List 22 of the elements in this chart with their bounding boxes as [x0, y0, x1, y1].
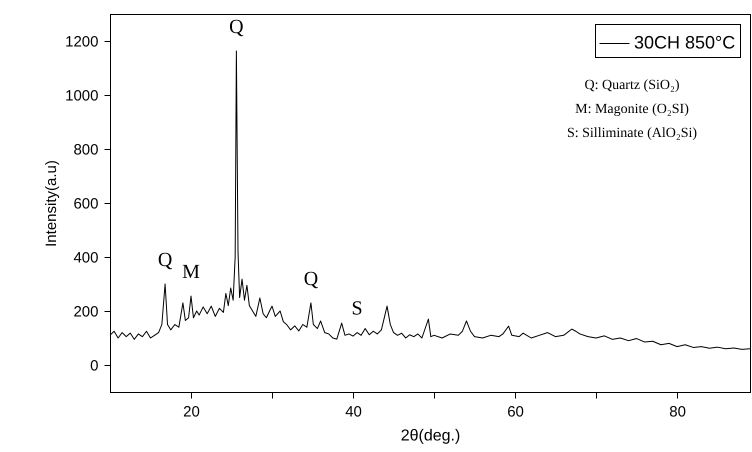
legend-label: 30CH 850°C — [634, 32, 736, 52]
annotation: Q: Quartz (SiO₂) — [584, 78, 680, 93]
annotation: M: Magonite (O₂SI) — [575, 102, 690, 117]
annotation: S — [352, 298, 363, 320]
x-axis-title: 2θ(deg.) — [400, 428, 460, 444]
y-axis-title: Intensity(a.u) — [43, 160, 60, 247]
annotation: Q — [229, 16, 244, 38]
y-tick-label: 1000 — [65, 88, 98, 104]
annotation: S: Silliminate (AlO₂Si) — [566, 126, 698, 141]
y-tick-label: 0 — [90, 358, 98, 374]
annotation: Q — [158, 249, 173, 271]
y-tick-label: 1200 — [65, 34, 98, 50]
annotation: M — [182, 261, 200, 284]
y-tick-label: 400 — [73, 250, 98, 266]
y-tick-label: 800 — [73, 142, 98, 158]
y-tick-label: 600 — [73, 196, 98, 212]
y-tick-label: 200 — [73, 304, 98, 320]
annotation: Q — [304, 268, 319, 290]
x-tick-label: 80 — [669, 404, 686, 420]
x-tick-label: 40 — [345, 404, 362, 420]
x-tick-label: 20 — [183, 404, 200, 420]
x-tick-label: 60 — [507, 404, 524, 420]
